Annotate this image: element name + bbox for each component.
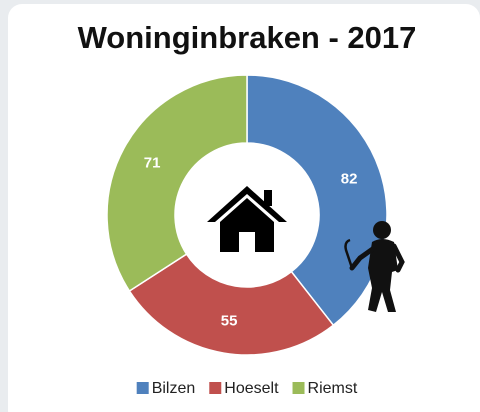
legend-swatch bbox=[209, 382, 222, 394]
legend-label: Hoeselt bbox=[224, 380, 279, 397]
legend-item: Riemst bbox=[292, 380, 358, 397]
data-label: 55 bbox=[221, 312, 238, 329]
data-label: 71 bbox=[144, 154, 161, 171]
donut-slice bbox=[246, 74, 388, 327]
slices bbox=[106, 74, 388, 356]
donut-slice bbox=[106, 74, 248, 293]
data-labels: 82 55 71 bbox=[144, 154, 358, 329]
legend-label: Riemst bbox=[308, 380, 358, 397]
legend: Bilzen Hoeselt Riemst bbox=[136, 380, 358, 397]
donut-slice bbox=[128, 253, 335, 356]
legend-swatch bbox=[136, 382, 149, 394]
legend-label: Bilzen bbox=[152, 380, 196, 397]
house-icon bbox=[207, 186, 287, 252]
legend-item: Bilzen bbox=[136, 380, 196, 397]
legend-item: Hoeselt bbox=[209, 380, 279, 397]
burglar-icon bbox=[344, 221, 405, 312]
data-label: 82 bbox=[341, 171, 358, 188]
legend-swatch bbox=[292, 382, 305, 394]
chart-title: Woninginbraken - 2017 bbox=[78, 20, 417, 55]
